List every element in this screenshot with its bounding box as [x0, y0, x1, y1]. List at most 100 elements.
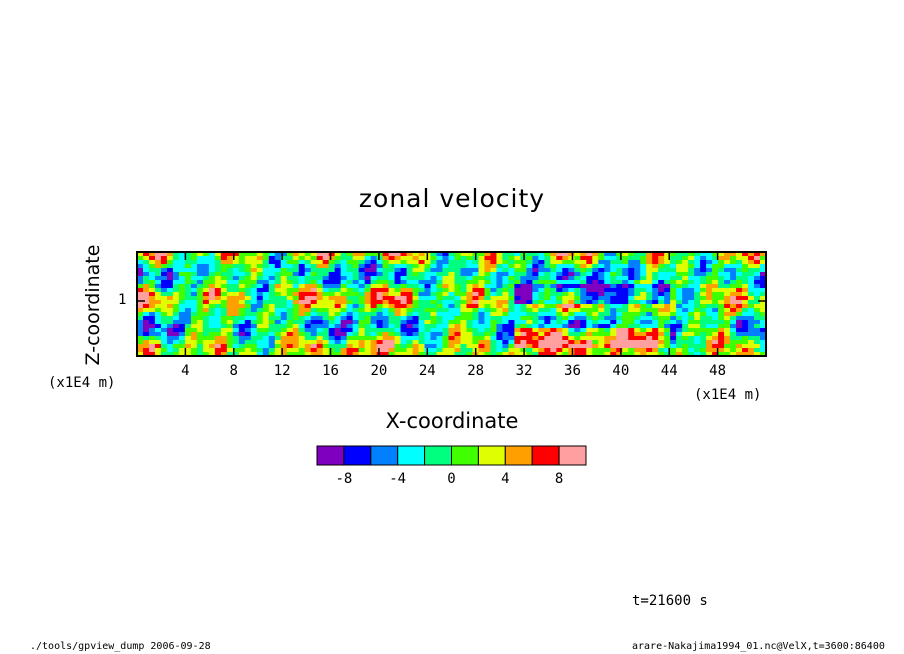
heatmap-cell	[514, 328, 521, 333]
heatmap-cell	[538, 320, 545, 325]
heatmap-cell	[526, 300, 533, 305]
heatmap-cell	[298, 312, 306, 317]
heatmap-cell	[286, 308, 294, 313]
heatmap-cell	[508, 308, 515, 313]
heatmap-cell	[562, 328, 569, 333]
heatmap-cell	[706, 308, 713, 313]
heatmap-cell	[712, 352, 719, 356]
heatmap-cell	[412, 272, 419, 277]
heatmap-cell	[478, 272, 485, 277]
heatmap-field	[137, 252, 766, 356]
heatmap-cell	[748, 336, 755, 341]
heatmap-cell	[502, 328, 509, 333]
heatmap-cell	[142, 264, 150, 269]
heatmap-cell	[137, 284, 144, 289]
heatmap-cell	[442, 288, 449, 293]
heatmap-cell	[634, 276, 641, 281]
heatmap-cell	[190, 312, 198, 317]
colorbar	[316, 445, 587, 466]
heatmap-cell	[406, 280, 413, 285]
heatmap-cell	[652, 292, 659, 297]
heatmap-cell	[244, 284, 252, 289]
heatmap-cell	[400, 260, 407, 265]
heatmap-cell	[610, 344, 617, 349]
heatmap-cell	[298, 348, 306, 353]
heatmap-cell	[544, 308, 551, 313]
heatmap-cell	[670, 316, 677, 321]
heatmap-cell	[220, 272, 228, 277]
heatmap-cell	[148, 268, 156, 273]
heatmap-cell	[610, 264, 617, 269]
heatmap-cell	[202, 324, 210, 329]
heatmap-cell	[688, 252, 695, 257]
heatmap-cell	[658, 256, 665, 261]
heatmap-cell	[268, 320, 276, 325]
heatmap-cell	[412, 296, 419, 301]
heatmap-cell	[472, 264, 479, 269]
heatmap-cell	[220, 284, 228, 289]
heatmap-cell	[166, 284, 174, 289]
heatmap-cell	[514, 280, 521, 285]
heatmap-cell	[478, 260, 485, 265]
heatmap-cell	[154, 300, 162, 305]
heatmap-cell	[484, 292, 491, 297]
heatmap-cell	[610, 260, 617, 265]
heatmap-cell	[580, 336, 587, 341]
heatmap-cell	[334, 260, 342, 265]
heatmap-cell	[520, 344, 527, 349]
heatmap-cell	[514, 268, 521, 273]
heatmap-cell	[652, 312, 659, 317]
heatmap-cell	[352, 252, 360, 257]
heatmap-cell	[736, 324, 743, 329]
heatmap-cell	[184, 324, 192, 329]
heatmap-cell	[544, 304, 551, 309]
heatmap-cell	[154, 260, 162, 265]
heatmap-cell	[592, 344, 599, 349]
heatmap-cell	[214, 252, 222, 257]
heatmap-cell	[232, 332, 240, 337]
heatmap-cell	[604, 288, 611, 293]
heatmap-cell	[328, 272, 336, 277]
heatmap-cell	[472, 304, 479, 309]
heatmap-cell	[238, 296, 246, 301]
heatmap-cell	[640, 308, 647, 313]
heatmap-cell	[328, 300, 336, 305]
heatmap-cell	[646, 344, 653, 349]
heatmap-cell	[322, 324, 330, 329]
heatmap-cell	[196, 288, 204, 293]
heatmap-cell	[316, 292, 324, 297]
heatmap-cell	[292, 348, 300, 353]
heatmap-cell	[190, 276, 198, 281]
heatmap-cell	[646, 276, 653, 281]
heatmap-cell	[736, 336, 743, 341]
heatmap-cell	[730, 288, 737, 293]
heatmap-cell	[220, 288, 228, 293]
heatmap-cell	[526, 284, 533, 289]
heatmap-cell	[226, 316, 234, 321]
heatmap-cell	[514, 296, 521, 301]
heatmap-cell	[538, 336, 545, 341]
heatmap-cell	[160, 264, 168, 269]
heatmap-cell	[274, 252, 282, 257]
heatmap-cell	[622, 348, 629, 353]
heatmap-cell	[466, 272, 473, 277]
heatmap-cell	[610, 316, 617, 321]
heatmap-cell	[334, 344, 342, 349]
heatmap-cell	[172, 340, 180, 345]
heatmap-cell	[280, 340, 288, 345]
heatmap-cell	[466, 332, 473, 337]
heatmap-cell	[388, 260, 395, 265]
heatmap-cell	[214, 280, 222, 285]
heatmap-cell	[274, 328, 282, 333]
heatmap-cell	[160, 284, 168, 289]
heatmap-cell	[502, 260, 509, 265]
heatmap-cell	[406, 276, 413, 281]
heatmap-cell	[676, 256, 683, 261]
heatmap-cell	[538, 284, 545, 289]
heatmap-cell	[580, 348, 587, 353]
heatmap-cell	[424, 264, 431, 269]
heatmap-cell	[250, 280, 258, 285]
heatmap-cell	[388, 256, 395, 261]
heatmap-cell	[754, 324, 761, 329]
heatmap-cell	[622, 304, 629, 309]
